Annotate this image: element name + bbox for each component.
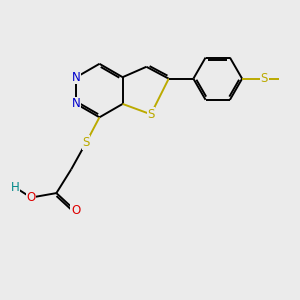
Text: H: H	[11, 181, 19, 194]
Text: S: S	[82, 136, 90, 149]
Text: N: N	[72, 71, 81, 84]
Text: S: S	[147, 108, 155, 121]
Text: O: O	[26, 191, 36, 204]
Text: N: N	[72, 98, 81, 110]
Text: O: O	[71, 204, 80, 218]
Text: S: S	[261, 72, 268, 85]
